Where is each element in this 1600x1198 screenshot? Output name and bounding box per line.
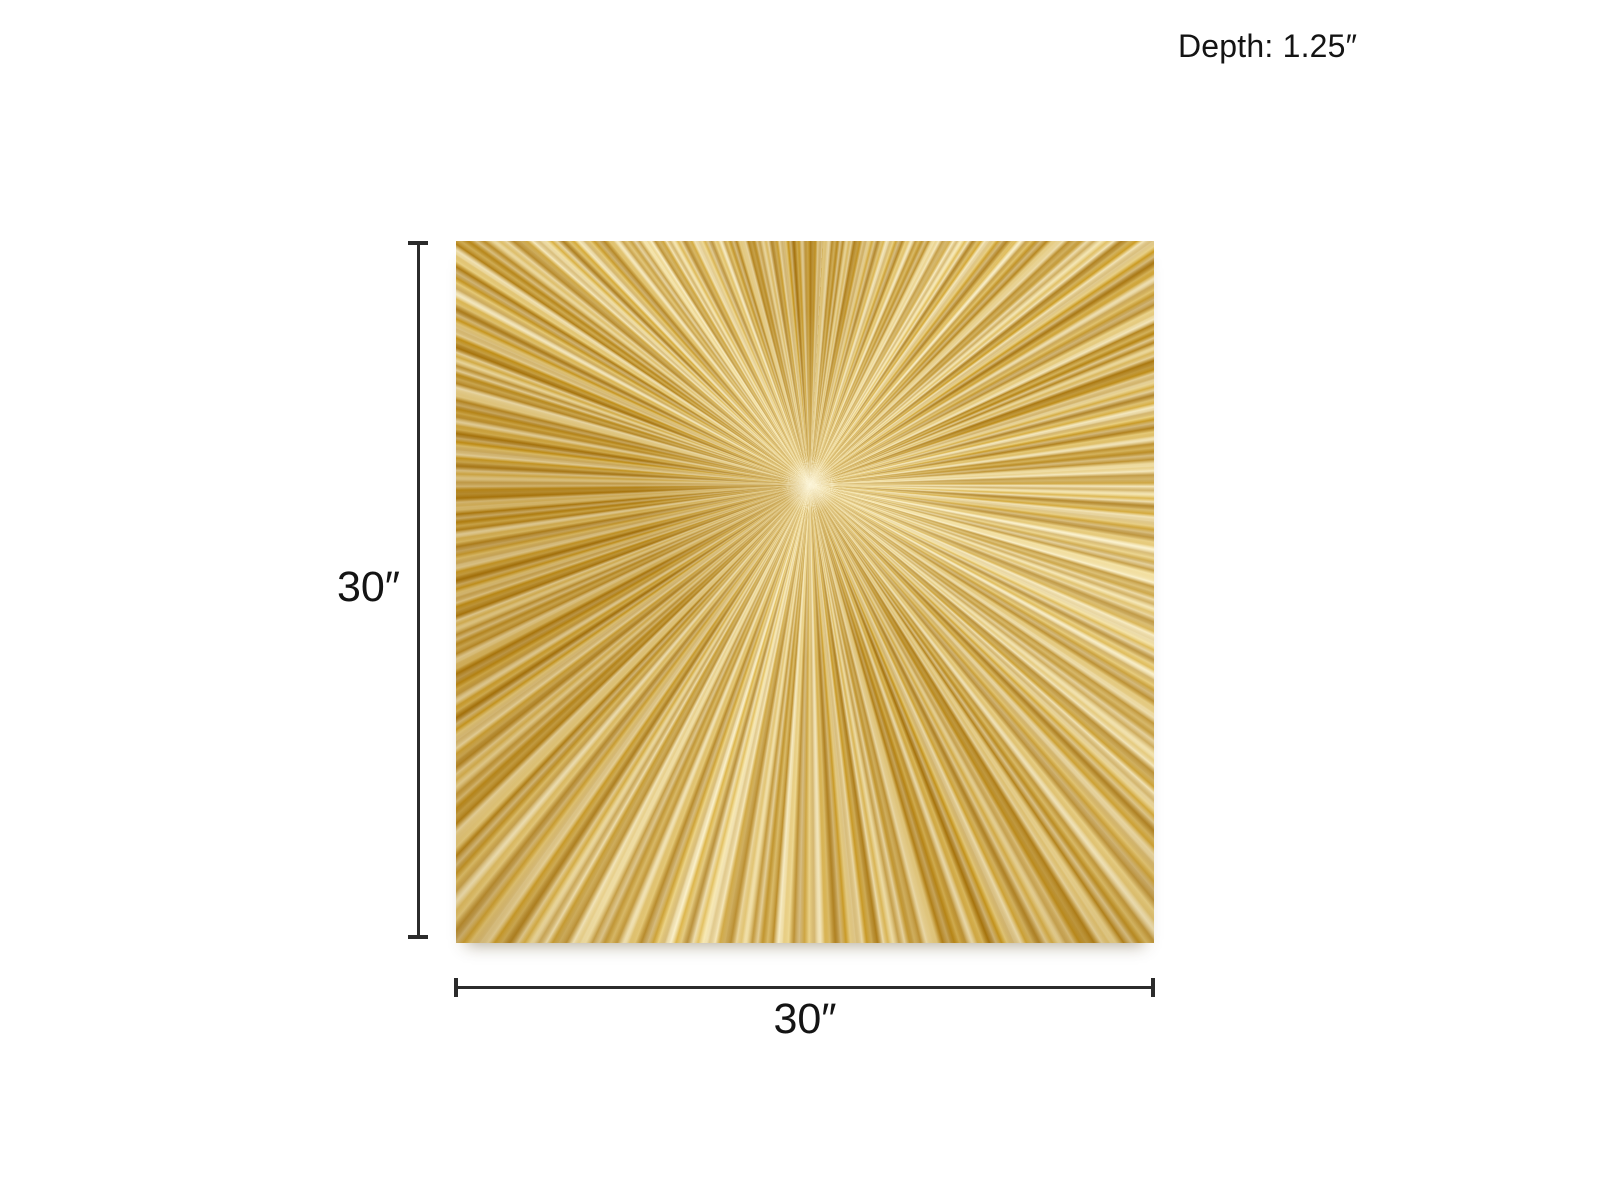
height-dimension-label: 30″ xyxy=(336,563,400,611)
depth-label: Depth: 1.25″ xyxy=(1178,28,1358,64)
height-dimension-cap-top xyxy=(408,241,428,245)
height-dimension-cap-bottom xyxy=(408,935,428,939)
width-dimension-label: 30″ xyxy=(773,995,837,1043)
width-dimension-cap-right xyxy=(1151,978,1155,997)
sunburst-artwork-image xyxy=(456,241,1154,943)
width-dimension-cap-left xyxy=(454,978,458,997)
sunburst-center-glow xyxy=(456,241,1154,943)
height-dimension-line xyxy=(417,243,420,937)
width-dimension-line xyxy=(456,986,1153,989)
